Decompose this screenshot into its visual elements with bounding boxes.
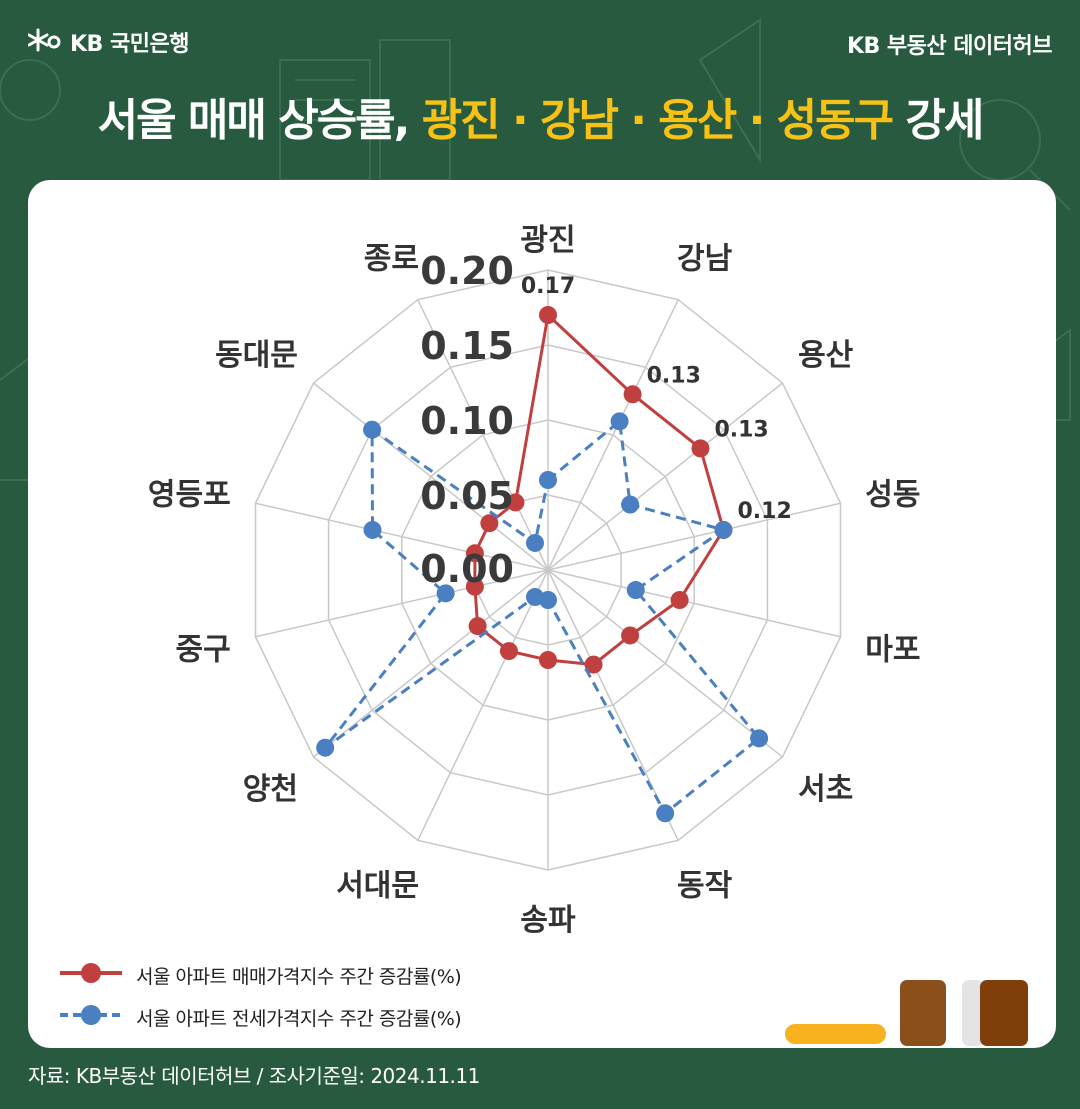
sale-point-1 [539, 306, 557, 324]
grid-spoke [417, 569, 549, 841]
title-part1: 서울 매매 상승률, [97, 95, 422, 146]
grid-spoke [547, 382, 784, 571]
category-label: 광진 [520, 223, 575, 258]
sale-point-12 [465, 544, 484, 563]
category-label: 동대문 [215, 338, 298, 373]
grid-spoke [312, 569, 549, 758]
category-label: 마포 [865, 632, 920, 667]
decorative-bar [785, 1024, 886, 1044]
tick-label: 0.10 [420, 399, 514, 443]
sale-point-5 [670, 591, 689, 610]
sale-point-6 [621, 626, 640, 645]
category-label: 종로 [364, 241, 419, 276]
sale-point-9 [499, 642, 518, 661]
category-label: 강남 [677, 241, 733, 276]
sale-point-10 [468, 617, 487, 636]
grid-spoke [255, 569, 549, 638]
logo-text: KB 국민은행 [70, 32, 189, 57]
data-label: 0.12 [737, 499, 791, 524]
grid-spoke [417, 299, 549, 571]
grid-spoke [547, 502, 841, 571]
legend-line-solid-icon [58, 958, 124, 992]
decorative-book-2 [962, 980, 984, 1046]
jeonse-point-9 [525, 588, 544, 607]
jeonse-point-2 [610, 412, 629, 431]
data-label: 0.13 [714, 417, 768, 442]
jeonse-point-14 [525, 533, 544, 552]
jeonse-point-1 [539, 471, 557, 489]
grid-spoke [547, 569, 841, 638]
tick-label: 0.05 [420, 474, 514, 518]
decorative-book-1 [900, 980, 946, 1046]
sale-point-14 [506, 493, 525, 512]
grid-spoke [255, 502, 549, 571]
category-label: 성동 [865, 478, 920, 513]
jeonse-point-4 [714, 520, 733, 539]
sale-point-13 [480, 514, 499, 533]
jeonse-point-11 [436, 584, 455, 603]
category-label: 송파 [520, 903, 576, 938]
grid-spoke [312, 382, 549, 571]
title-highlight: 광진 · 강남 · 용산 · 성동구 [421, 95, 894, 146]
kb-star-icon [27, 27, 62, 57]
jeonse-point-12 [363, 520, 382, 539]
data-label: 0.13 [647, 363, 701, 388]
jeonse-point-13 [363, 420, 382, 439]
decorative-book-3 [980, 980, 1028, 1046]
source-note: 자료: KB부동산 데이터허브 / 조사기준일: 2024.11.11 [28, 1064, 480, 1088]
jeonse-point-5 [626, 581, 645, 600]
jeonse-point-7 [656, 804, 675, 823]
title-part2: 강세 [892, 95, 984, 146]
category-label: 양천 [243, 772, 298, 807]
category-label: 동작 [677, 869, 733, 904]
kb-logo: KB 국민은행 [27, 26, 189, 58]
legend-item-sale: 서울 아파트 매매가격지수 주간 증감률(%) [58, 958, 462, 992]
tick-label: 0.00 [420, 547, 514, 591]
legend-item-jeonse: 서울 아파트 전세가격지수 주간 증감률(%) [58, 1000, 462, 1034]
sale-point-3 [691, 439, 710, 458]
jeonse-point-6 [750, 729, 769, 748]
brand-name: KB 부동산 데이터허브 [846, 34, 1053, 59]
grid-spoke [547, 569, 784, 758]
category-label: 서초 [798, 772, 853, 807]
category-label: 용산 [798, 338, 854, 373]
data-label: 0.17 [521, 274, 575, 299]
category-label: 중구 [176, 632, 231, 667]
page-title: 서울 매매 상승률, 광진 · 강남 · 용산 · 성동구 강세 [0, 84, 1080, 148]
jeonse-point-3 [621, 495, 640, 514]
sale-point-11 [465, 577, 484, 596]
tick-label: 0.20 [420, 249, 514, 293]
category-label: 영등포 [148, 478, 231, 513]
legend-label-sale: 서울 아파트 매매가격지수 주간 증감률(%) [136, 965, 462, 988]
category-label: 서대문 [336, 869, 419, 904]
chart-legend: 서울 아파트 매매가격지수 주간 증감률(%) 서울 아파트 전세가격지수 주간… [58, 958, 462, 1044]
tick-label: 0.15 [420, 324, 514, 368]
grid-spoke [547, 299, 679, 571]
jeonse-point-10 [316, 738, 335, 757]
sale-point-2 [623, 385, 642, 404]
legend-label-jeonse: 서울 아파트 전세가격지수 주간 증감률(%) [136, 1007, 462, 1030]
legend-line-dashed-icon [58, 1000, 124, 1034]
sale-point-8 [539, 651, 557, 669]
sale-point-7 [584, 655, 603, 674]
